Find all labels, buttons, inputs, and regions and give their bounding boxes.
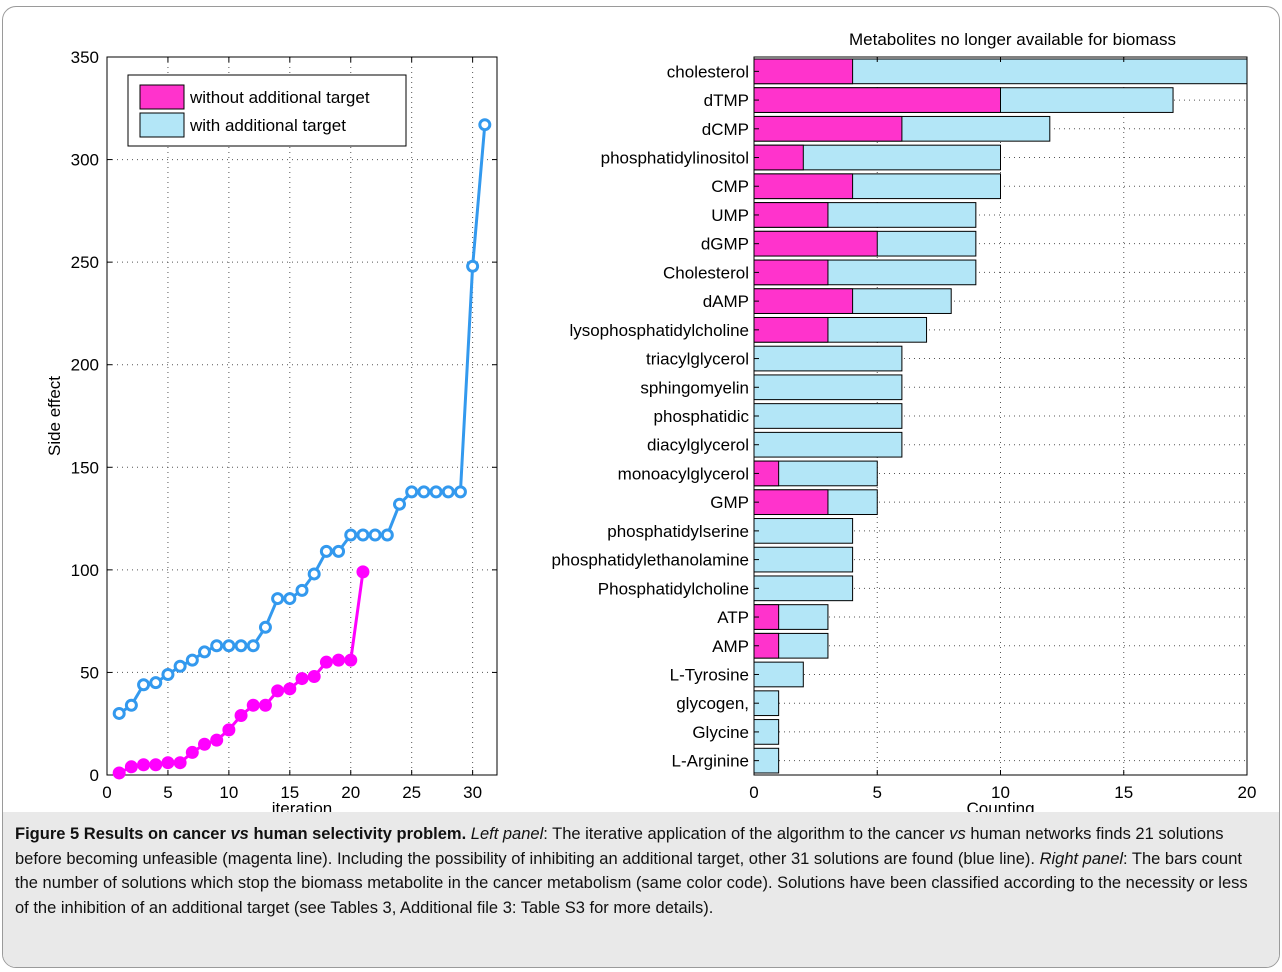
caption-text-1: : The iterative application of the algor… — [543, 825, 950, 843]
data-point — [258, 620, 272, 634]
caption-text-3: : The bars count the number of solutions… — [15, 849, 1248, 917]
data-point — [441, 485, 455, 499]
y-tick-label: 50 — [80, 663, 99, 682]
data-point — [429, 485, 443, 499]
data-point — [173, 659, 187, 673]
figure-caption: Figure 5 Results on cancer vs human sele… — [15, 822, 1265, 920]
data-point — [466, 259, 480, 273]
data-point — [271, 684, 285, 698]
data-point — [137, 678, 151, 692]
data-point — [161, 756, 175, 770]
plot-box — [106, 56, 498, 776]
x-tick-label: 5 — [163, 783, 172, 802]
legend-label: with additional target — [189, 116, 346, 135]
x-tick-label: 0 — [102, 783, 111, 802]
data-point — [198, 737, 211, 751]
data-point — [332, 544, 346, 558]
data-point — [234, 639, 248, 653]
data-point — [271, 592, 285, 606]
data-point — [283, 682, 297, 696]
data-point — [210, 639, 224, 653]
x-tick-label: 30 — [463, 783, 482, 802]
data-point — [210, 733, 224, 747]
data-point — [222, 723, 236, 737]
y-tick-label: 0 — [90, 766, 99, 785]
y-tick-label: 250 — [71, 253, 99, 272]
data-point — [295, 672, 309, 686]
data-point — [149, 676, 163, 690]
data-point — [185, 745, 199, 759]
data-point — [344, 653, 358, 667]
x-axis-label: iteration — [272, 799, 332, 812]
data-point — [332, 653, 346, 667]
data-point — [453, 485, 467, 499]
data-point — [307, 670, 321, 684]
data-point — [173, 756, 187, 770]
series-line — [118, 124, 487, 715]
caption-right-label: Right panel — [1039, 849, 1124, 868]
data-point — [283, 592, 297, 606]
data-point — [161, 667, 175, 681]
data-point — [356, 565, 370, 579]
x-tick-label: 10 — [219, 783, 238, 802]
series-line — [118, 571, 365, 775]
legend-label: without additional target — [189, 88, 370, 107]
caption-vs: vs — [949, 825, 966, 843]
y-tick-label: 150 — [71, 458, 99, 477]
data-point — [149, 758, 163, 772]
y-tick-label: 100 — [71, 561, 99, 580]
data-point — [307, 567, 321, 581]
data-point — [112, 706, 126, 720]
caption-title-b: human selectivity problem. — [248, 825, 467, 843]
data-point — [222, 639, 236, 653]
left-line-chart: 0 5 10 15 20 25 30050100150200250300350iterati… — [45, 48, 498, 812]
legend-swatch — [139, 84, 185, 110]
caption-title-a: Results on cancer — [79, 825, 231, 843]
y-tick-label: 300 — [71, 151, 99, 170]
data-point — [258, 698, 272, 712]
y-tick-label: 200 — [71, 356, 99, 375]
caption-title-vs: vs — [230, 825, 249, 843]
data-point — [344, 528, 358, 542]
y-tick-label: 350 — [71, 48, 99, 67]
data-point — [380, 528, 394, 542]
x-tick-label: 20 — [341, 783, 360, 802]
data-point — [185, 653, 199, 667]
data-point — [124, 698, 138, 712]
legend-swatch — [139, 112, 185, 138]
data-point — [198, 645, 211, 659]
x-tick-label: 15 — [280, 783, 299, 802]
caption-fig-label: Figure 5 — [15, 825, 80, 843]
data-point — [234, 709, 248, 723]
data-point — [478, 118, 492, 132]
y-axis-label: Side effect — [45, 376, 64, 456]
data-point — [319, 655, 333, 669]
data-point — [405, 485, 419, 499]
data-point — [417, 485, 431, 499]
data-point — [393, 497, 406, 511]
data-point — [356, 528, 370, 542]
data-point — [124, 760, 138, 774]
data-point — [246, 698, 260, 712]
data-point — [112, 766, 126, 780]
data-point — [319, 544, 333, 558]
figure-caption-box: Figure 5 Results on cancer vs human sele… — [3, 812, 1279, 967]
data-point — [137, 758, 151, 772]
caption-text-2: human networks finds 21 solutions before… — [15, 825, 1224, 868]
data-point — [295, 583, 309, 597]
x-tick-label: 25 — [402, 783, 421, 802]
data-point — [368, 528, 382, 542]
caption-left-label: Left panel — [470, 825, 544, 843]
data-point — [246, 639, 260, 653]
